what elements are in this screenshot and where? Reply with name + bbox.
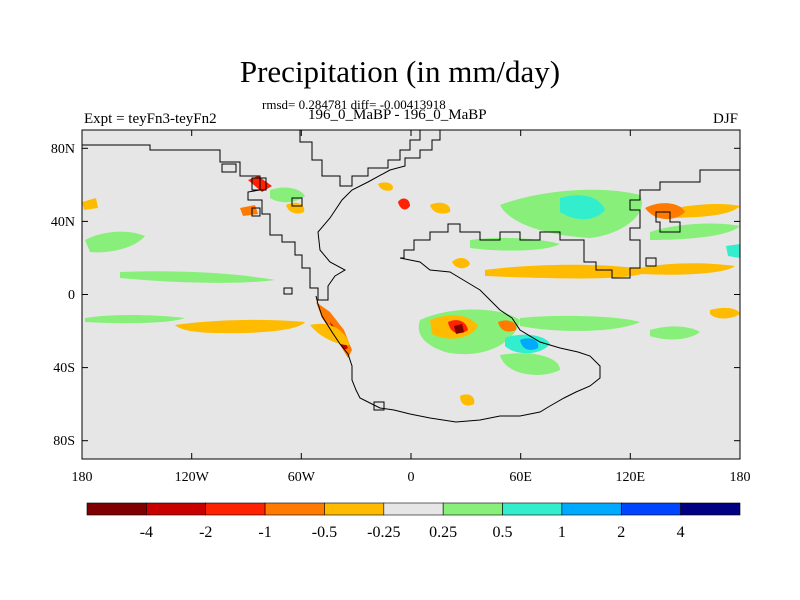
lon-label-60e: 60E (509, 470, 532, 485)
plot-title: Precipitation (in mm/day) (239, 54, 561, 89)
colorbar-swatch (561, 502, 622, 516)
colorbar-label: 0.25 (429, 524, 457, 541)
colorbar-label: -1 (258, 524, 271, 541)
coastline-west-islands-5 (291, 197, 303, 207)
green-band-far-west-pacific (650, 223, 740, 240)
coastline-eurasia (400, 130, 740, 279)
green-band-indian-ocean (470, 237, 560, 251)
orange-blob-west-asia (430, 202, 451, 214)
lon-label-180w: 180 (72, 470, 93, 485)
colorbar-label: -2 (199, 524, 212, 541)
darkred-core-south-central (454, 324, 464, 334)
lon-label-180e: 180 (730, 470, 751, 485)
coastline-west-islands-4 (373, 401, 385, 411)
green-band-south-atlantic (520, 315, 640, 331)
orange-band-central-pacific (175, 319, 305, 334)
colorbar-swatch (205, 502, 266, 516)
coastline-west-islands-6 (251, 207, 261, 217)
orange-band-west-pacific (640, 263, 735, 275)
orange-blob-north-atlantic (82, 198, 98, 210)
lat-label-80s: 80S (53, 434, 75, 449)
coastline-west-islands-2 (251, 177, 267, 191)
colorbar-label: 0.5 (493, 524, 513, 541)
colorbar-label: -0.25 (367, 524, 400, 541)
coastline-west-islands-3 (283, 287, 293, 295)
lon-label-0: 0 (408, 470, 415, 485)
coastline-north-america (82, 130, 441, 301)
coastline-east-asia-islands (655, 211, 681, 233)
lon-label-60w: 60W (288, 470, 316, 485)
coastline-greenland (299, 130, 421, 187)
green-blob-rockies (270, 187, 305, 203)
anomaly-field (82, 176, 740, 406)
longitude-tick-marks (81, 130, 741, 459)
lon-label-120e: 120E (616, 470, 646, 485)
map-background (82, 130, 740, 459)
colorbar: -4 -2 -1 -0.5 -0.25 0.25 0.5 1 2 4 (86, 502, 741, 541)
orange-blob-south-pole (460, 394, 475, 406)
green-band-central-east (650, 326, 700, 340)
experiment-label: Expt = teyFn3-teyFn2 (84, 111, 217, 127)
orange-band-indian-ocean (485, 264, 650, 279)
orange-blob-south-atlantic (498, 320, 517, 332)
colorbar-swatch (264, 502, 325, 516)
colorbar-label: 4 (677, 524, 685, 541)
colorbar-swatch (442, 502, 503, 516)
season-label: DJF (712, 111, 738, 127)
orange-blob-south-pacific (310, 323, 350, 346)
green-band-south-pacific (85, 315, 185, 324)
orange-region-east-asia (645, 203, 685, 220)
lat-label-80n: 80N (51, 142, 75, 157)
colorbar-swatch (680, 502, 741, 516)
cyan-region-asia (560, 195, 605, 220)
orange-blob-greenland (378, 182, 393, 191)
colorbar-label: 2 (617, 524, 625, 541)
green-band-east-pacific (120, 271, 275, 283)
orange-blob-south-pacific-west (710, 307, 740, 319)
colorbar-swatch (383, 502, 444, 516)
orange-blob-central-na (286, 202, 305, 214)
colorbar-swatch (146, 502, 207, 516)
colorbar-swatch (502, 502, 563, 516)
period-label: 196_0_MaBP - 196_0_MaBP (308, 107, 487, 123)
blue-region-south-east (520, 338, 539, 350)
coastline-west-islands-1 (221, 163, 237, 173)
colorbar-label: -0.5 (312, 524, 337, 541)
coastline-outlines (82, 130, 740, 423)
coastline-southern-supercontinent (315, 257, 601, 423)
green-blob-north-pacific (85, 231, 145, 253)
green-blob-far-east (726, 244, 740, 258)
colorbar-swatch (86, 502, 147, 516)
rmsd-diff-stats: rmsd= 0.284781 diff= -0.00413918 (262, 97, 446, 112)
colorbar-label: -4 (140, 524, 153, 541)
colorbar-swatch (620, 502, 681, 516)
red-blob-greenland (398, 198, 410, 210)
lat-label-0: 0 (68, 288, 75, 303)
green-region-south-east (500, 353, 560, 375)
lat-label-40s: 40S (53, 361, 75, 376)
lat-label-40n: 40N (51, 215, 75, 230)
colorbar-swatch (324, 502, 385, 516)
orange-blob-atlantic-eq (452, 258, 470, 269)
coastline-southeast-asia (645, 257, 657, 267)
lon-label-120w: 120W (175, 470, 210, 485)
colorbar-label: 1 (558, 524, 566, 541)
latitude-tick-marks (82, 147, 740, 442)
